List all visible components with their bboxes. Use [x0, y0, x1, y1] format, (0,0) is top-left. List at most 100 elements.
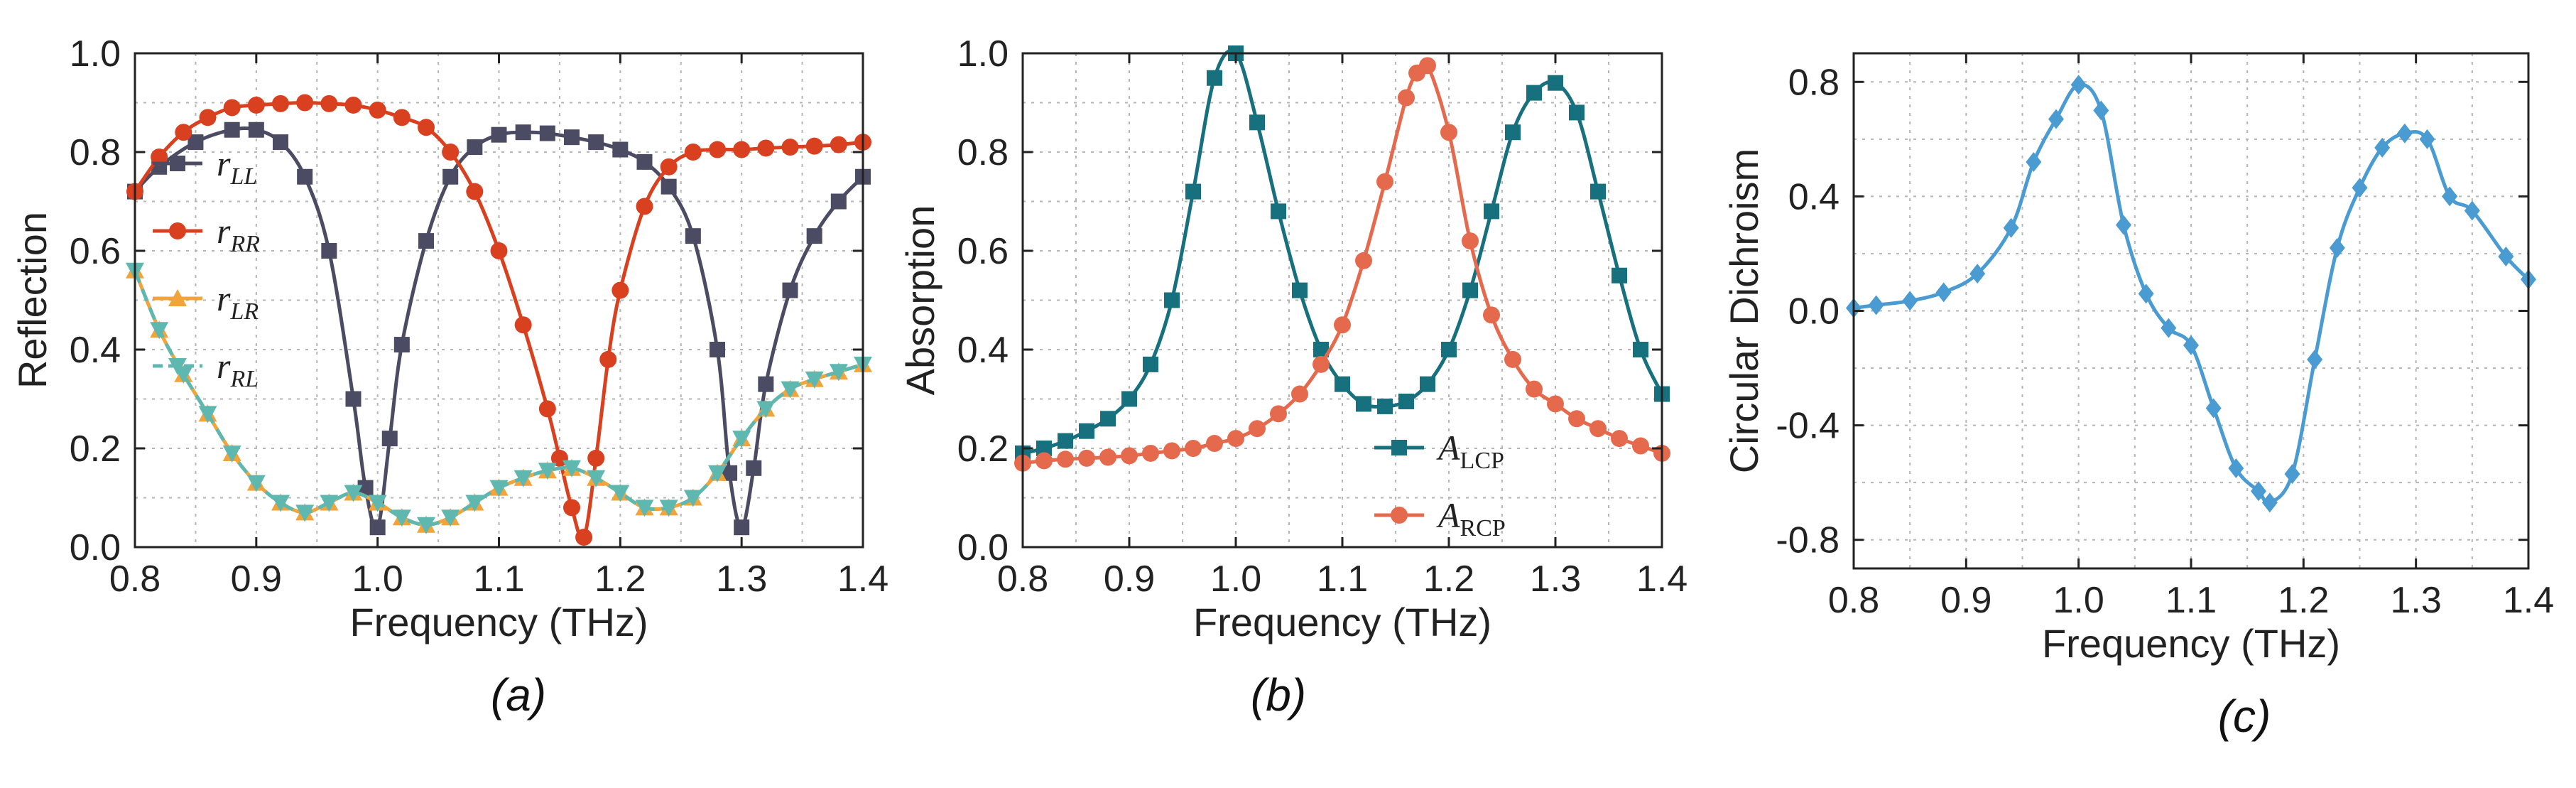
data-point	[2205, 398, 2222, 419]
data-point	[588, 134, 604, 151]
data-point	[2498, 246, 2514, 266]
data-point	[2228, 458, 2244, 479]
x-tick-label: 1.1	[1317, 558, 1368, 600]
data-point	[1058, 433, 1073, 449]
data-point	[248, 122, 264, 138]
data-point	[636, 198, 653, 215]
y-tick-label: 0.4	[70, 330, 121, 371]
data-point	[830, 136, 847, 153]
data-point	[710, 342, 725, 357]
data-point	[1079, 423, 1094, 439]
legend-swatch-marker	[170, 156, 185, 171]
data-point	[587, 449, 605, 467]
legend-label: rLR	[217, 279, 259, 325]
data-point	[1356, 396, 1371, 412]
data-point	[538, 463, 557, 480]
legend-label-main: r	[217, 346, 231, 386]
data-point	[321, 243, 337, 259]
data-point	[659, 500, 678, 517]
legend-label-sub: RCP	[1460, 515, 1506, 541]
x-axis-title: Frequency (THz)	[349, 600, 648, 644]
data-point	[246, 475, 266, 492]
data-point	[538, 400, 556, 418]
legend-label: rRL	[217, 346, 259, 392]
data-point	[1398, 393, 1414, 409]
data-point	[150, 322, 169, 340]
data-point	[1590, 183, 1606, 200]
data-point	[1313, 355, 1330, 373]
legend-swatch-marker	[168, 358, 187, 375]
x-tick-label: 1.2	[1423, 558, 1474, 600]
data-point	[1504, 350, 1521, 368]
data-point	[1057, 450, 1074, 468]
panel-label: (a)	[491, 669, 546, 720]
legend-label-sub: LL	[229, 163, 257, 190]
data-point	[2396, 123, 2413, 144]
data-point	[1526, 380, 1543, 398]
data-point	[2183, 335, 2199, 355]
y-tick-label: 0.6	[957, 231, 1009, 272]
data-point	[2329, 237, 2345, 258]
y-axis-title: Absorption	[898, 205, 942, 396]
data-point	[199, 109, 217, 126]
data-point	[1611, 430, 1628, 448]
data-point	[1249, 420, 1266, 438]
data-point	[1099, 448, 1116, 466]
x-axis-title: Frequency (THz)	[2042, 621, 2340, 666]
data-point	[635, 500, 654, 517]
data-point	[381, 431, 398, 447]
data-point	[513, 470, 533, 487]
y-axis-title: Circular Dichroism	[1722, 149, 1766, 473]
data-point	[1868, 295, 1884, 315]
data-point	[1036, 441, 1052, 456]
data-point	[151, 148, 168, 166]
data-point	[1526, 85, 1542, 101]
data-point	[296, 94, 314, 112]
data-point	[1462, 282, 1478, 298]
legend-swatch-marker	[168, 289, 187, 306]
data-point	[709, 141, 726, 158]
data-point	[830, 193, 847, 210]
data-point	[1398, 89, 1415, 107]
data-point	[1163, 442, 1180, 460]
data-point	[806, 228, 822, 244]
data-point	[2374, 137, 2391, 158]
y-tick-label: 1.0	[70, 33, 121, 75]
data-point	[222, 445, 241, 463]
data-point	[1547, 395, 1564, 413]
data-point	[224, 122, 240, 138]
data-point	[1935, 282, 1952, 303]
data-point	[2251, 481, 2266, 502]
legend-label-main: A	[1436, 495, 1460, 535]
data-point	[357, 480, 374, 496]
legend-label: rRR	[217, 211, 260, 257]
data-point	[442, 168, 459, 185]
x-tick-label: 1.3	[1530, 558, 1581, 600]
data-point	[563, 460, 581, 477]
data-point	[271, 495, 290, 512]
data-point	[1270, 405, 1287, 423]
data-point	[1377, 398, 1393, 414]
data-point	[708, 465, 727, 482]
legend-swatch-marker	[1391, 507, 1408, 524]
data-point	[1462, 232, 1479, 250]
data-point	[369, 101, 386, 119]
legend-label-main: r	[217, 279, 231, 318]
panel-label: (b)	[1251, 669, 1306, 720]
x-tick-label: 1.4	[837, 558, 888, 600]
data-point	[295, 504, 315, 522]
y-tick-label: 0.2	[957, 428, 1009, 470]
legend-label-sub: LR	[229, 298, 259, 325]
data-point	[393, 337, 410, 353]
x-tick-label: 1.3	[2391, 580, 2442, 621]
legend-label-main: A	[1436, 428, 1460, 468]
data-point	[175, 124, 192, 141]
data-point	[2161, 318, 2177, 338]
data-point	[2442, 186, 2458, 207]
data-point	[1569, 104, 1585, 121]
data-point	[489, 480, 509, 497]
data-point	[1505, 124, 1521, 141]
legend-label-sub: RR	[229, 231, 260, 257]
panel-c: 0.8 0.9 1.0 1.1 1.2 1.3 1.4 -0.8 -0.4 0.0 0.4 0.8 Fr…	[1722, 52, 2554, 742]
